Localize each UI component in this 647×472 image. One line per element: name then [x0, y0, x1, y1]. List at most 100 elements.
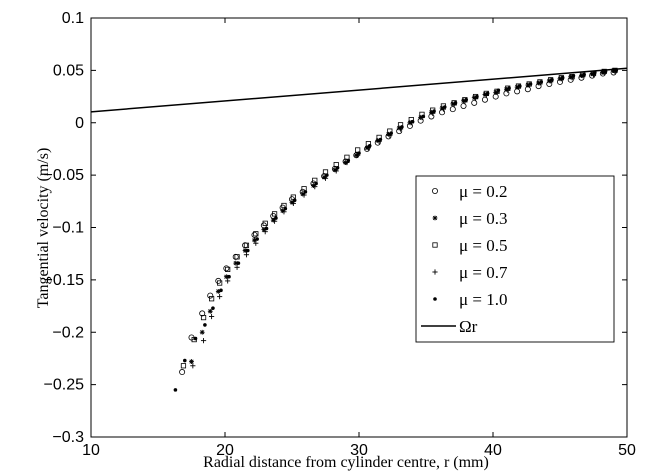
marker-dot: [571, 73, 576, 78]
marker-square: [200, 314, 207, 321]
data-point: [571, 73, 576, 78]
marker-dot: [421, 114, 426, 119]
data-point: [271, 218, 278, 224]
marker-square: [180, 363, 187, 369]
x-axis-title: Radial distance from cylinder centre, r …: [203, 454, 489, 471]
marker-dot: [475, 94, 479, 99]
axes: 10 20 30 40 50 −0.3 −0.25 −0.2 −0.15 −0.1 −0.05 0 0.…: [44, 10, 636, 459]
marker-square: [234, 254, 240, 260]
marker-dot: [325, 173, 329, 177]
series-6: [90, 67, 628, 113]
marker-dot: [255, 237, 259, 241]
data-point: [264, 226, 269, 231]
data-point: [253, 231, 259, 237]
marker-square: [253, 231, 259, 237]
x-tick-label: 10: [82, 442, 100, 459]
data-point: [301, 192, 307, 198]
legend-label: μ = 0.3: [459, 209, 507, 228]
data-point: [219, 288, 223, 293]
marker-square: [225, 266, 231, 273]
data-point: [322, 175, 329, 181]
marker-dot: [389, 131, 393, 136]
marker-star-d2: [189, 359, 194, 364]
data-point: [357, 151, 361, 155]
marker-dot: [183, 358, 187, 363]
data-point: [200, 338, 207, 344]
data-point: [449, 106, 456, 113]
data-point: [496, 88, 501, 93]
marker-dot: [245, 248, 250, 253]
data-point: [199, 329, 205, 335]
x-tick-label: 40: [484, 442, 502, 459]
data-point: [475, 94, 479, 99]
y-axis-title: Tangential velocity (m/s): [35, 148, 52, 309]
marker-dot: [283, 206, 288, 211]
data-point: [400, 125, 404, 129]
x-tick-label: 30: [350, 442, 368, 459]
marker-star-d2: [224, 274, 229, 279]
legend-marker: [433, 297, 437, 301]
marker-star-d2: [200, 330, 205, 335]
data-point: [453, 101, 458, 105]
data-point: [485, 91, 490, 96]
marker-star-d2: [432, 215, 438, 221]
x-tick-label: 20: [216, 442, 234, 459]
y-tick-label: 0.05: [53, 62, 84, 79]
legend-label: μ = 1.0: [459, 290, 507, 309]
data-point: [539, 80, 544, 84]
data-point: [209, 313, 215, 320]
data-point: [460, 102, 467, 109]
marker-dot: [227, 274, 231, 279]
data-point: [255, 237, 259, 241]
data-point: [335, 165, 340, 170]
marker-dot: [335, 165, 340, 170]
marker-dot: [433, 297, 437, 301]
data-point: [217, 280, 223, 286]
data-point: [183, 358, 187, 363]
marker-dot: [236, 261, 241, 265]
marker-dot: [357, 151, 361, 155]
data-point: [442, 105, 447, 109]
legend-marker: [432, 215, 438, 221]
data-point: [560, 75, 565, 80]
data-point: [217, 294, 223, 300]
data-point: [199, 310, 206, 317]
y-tick-label: −0.3: [52, 429, 84, 446]
data-point: [312, 184, 318, 190]
marker-dot: [453, 101, 458, 105]
marker-circle: [207, 292, 214, 299]
data-point: [292, 198, 297, 203]
data-point: [253, 240, 259, 246]
legend-marker: [431, 187, 438, 194]
legend-label: μ = 0.2: [459, 182, 507, 201]
data-point: [225, 266, 231, 273]
data-point: [346, 158, 351, 163]
data-point: [325, 173, 329, 177]
data-point: [582, 72, 586, 77]
marker-dot: [292, 198, 297, 203]
data-point: [207, 292, 214, 299]
marker-dot: [485, 91, 490, 96]
legend-label: μ = 0.5: [459, 236, 507, 255]
y-tick-label: −0.2: [52, 324, 84, 341]
data-point: [251, 231, 258, 238]
marker-square: [271, 211, 278, 217]
marker-dot: [528, 82, 533, 86]
data-point: [227, 274, 231, 279]
marker-dot: [203, 323, 207, 327]
marker-circle: [449, 106, 456, 113]
marker-dot: [378, 137, 383, 142]
marker-square: [208, 296, 215, 302]
data-point: [389, 131, 393, 136]
data-point: [281, 209, 287, 215]
data-point: [193, 336, 198, 341]
marker-circle: [251, 231, 258, 238]
marker-dot: [539, 80, 544, 84]
data-point: [236, 261, 241, 265]
data-point: [211, 306, 215, 310]
data-point: [481, 96, 488, 103]
x-tick-label: 50: [618, 442, 636, 459]
marker-dot: [496, 88, 501, 93]
marker-dot: [314, 181, 318, 186]
marker-dot: [442, 105, 447, 109]
